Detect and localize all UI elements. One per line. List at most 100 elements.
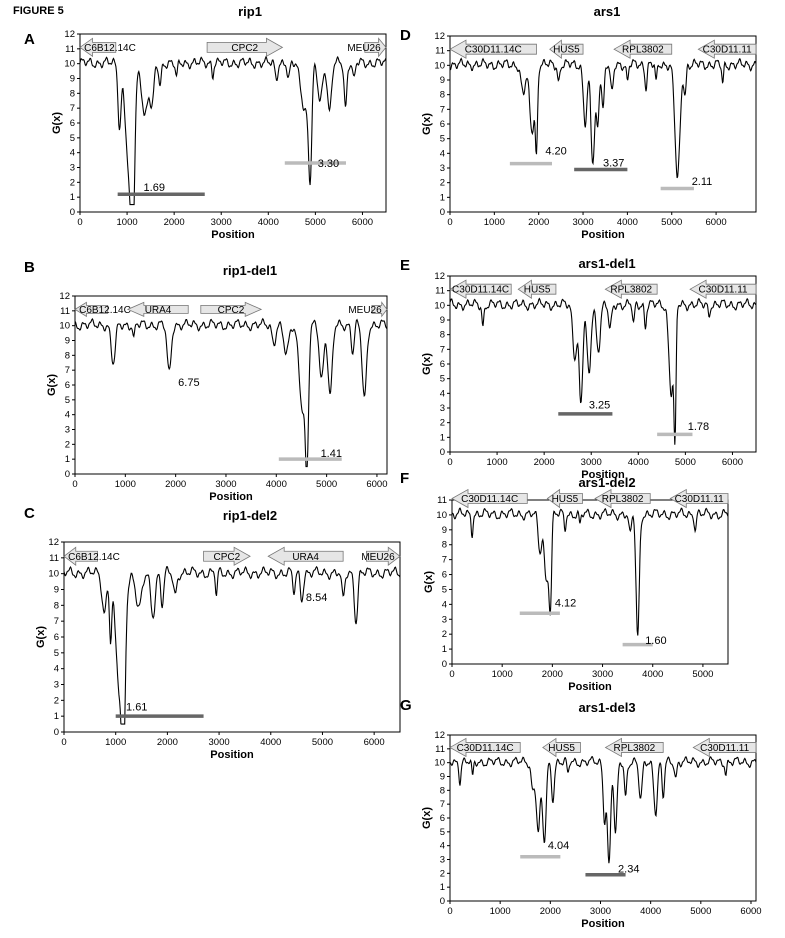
y-tick-label: 7 — [442, 555, 447, 566]
x-tick-label: 5000 — [305, 217, 326, 228]
x-tick-label: 2000 — [164, 217, 185, 228]
x-tick-label: 4000 — [266, 479, 287, 490]
x-axis-label: Position — [581, 918, 625, 930]
y-tick-label: 11 — [435, 286, 445, 297]
y-tick-label: 10 — [436, 510, 447, 521]
x-tick-label: 4000 — [617, 217, 638, 228]
figure-label: FIGURE 5 — [13, 5, 64, 17]
gene-arrow — [549, 39, 584, 60]
x-tick-label: 1000 — [115, 479, 136, 490]
panel-letter: A — [24, 31, 35, 48]
y-tick-label: 1 — [440, 882, 445, 893]
y-tick-label: 4 — [442, 599, 447, 610]
y-tick-label: 6 — [70, 118, 75, 129]
y-tick-label: 2 — [65, 439, 70, 450]
gx-signal-line — [63, 565, 401, 725]
minimum-value-label: 3.30 — [318, 158, 339, 170]
x-tick-label: 0 — [77, 217, 82, 228]
y-tick-label: 2 — [440, 178, 445, 189]
x-tick-label: 6000 — [366, 479, 387, 490]
gene-label: HUS5 — [524, 285, 551, 296]
minimum-value-label: 3.37 — [603, 158, 624, 170]
y-tick-label: 3 — [65, 425, 70, 436]
minimum-value-label: 8.54 — [306, 592, 327, 604]
x-axis-label: Position — [210, 749, 254, 761]
y-tick-label: 9 — [70, 74, 75, 85]
gene-label: HUS5 — [553, 45, 580, 56]
gene-arrow — [613, 39, 673, 59]
y-tick-label: 5 — [65, 395, 70, 406]
y-axis-label: G(x) — [421, 353, 433, 375]
x-axis-label: Position — [568, 681, 612, 693]
y-tick-label: 2 — [70, 177, 75, 188]
y-tick-label: 3 — [440, 403, 445, 414]
y-tick-label: 11 — [60, 306, 70, 317]
chart-title: ars1-del2 — [578, 475, 635, 490]
x-tick-label: 5000 — [316, 479, 337, 490]
y-tick-label: 5 — [70, 133, 75, 144]
gene-arrow — [449, 39, 537, 59]
x-axis-label: Position — [581, 469, 625, 481]
y-tick-label: 4 — [440, 841, 445, 852]
y-tick-label: 12 — [64, 29, 75, 40]
x-tick-label: 2000 — [157, 737, 178, 748]
x-tick-label: 6000 — [706, 217, 727, 228]
y-tick-label: 3 — [70, 163, 75, 174]
x-tick-label: 3000 — [590, 906, 611, 917]
y-tick-label: 12 — [59, 291, 70, 302]
gene-arrow — [546, 488, 583, 509]
x-tick-label: 3000 — [211, 217, 232, 228]
x-tick-label: 3000 — [592, 669, 613, 680]
minimum-value-label: 6.75 — [178, 377, 199, 389]
gene-arrow — [267, 546, 344, 566]
y-tick-label: 0 — [54, 727, 59, 738]
gene-label: C30D11.11 — [703, 45, 753, 56]
gene-label: RPL3802 — [614, 743, 656, 754]
y-axis-label: G(x) — [423, 571, 435, 593]
y-tick-label: 2 — [54, 695, 59, 706]
minimum-value-label: 1.60 — [645, 635, 666, 647]
chart-title: rip1 — [238, 4, 262, 19]
gene-label: C30D11.11 — [700, 743, 750, 754]
gene-label: CPC2 — [231, 43, 258, 54]
x-tick-label: 1000 — [484, 217, 505, 228]
chart-title: ars1 — [594, 4, 621, 19]
x-tick-label: 0 — [447, 457, 452, 468]
minimum-value-label: 4.04 — [548, 840, 569, 852]
minimum-value-label: 1.69 — [144, 182, 165, 194]
x-tick-label: 0 — [72, 479, 77, 490]
y-tick-label: 10 — [64, 59, 75, 70]
gene-arrow — [692, 737, 757, 758]
x-tick-label: 6000 — [364, 737, 385, 748]
y-tick-label: 1 — [70, 192, 75, 203]
y-tick-label: 11 — [437, 495, 447, 506]
y-tick-label: 12 — [434, 730, 445, 741]
y-tick-label: 1 — [440, 432, 445, 443]
y-tick-label: 6 — [65, 380, 70, 391]
y-tick-label: 10 — [434, 758, 445, 769]
y-tick-label: 5 — [440, 827, 445, 838]
y-tick-label: 11 — [65, 44, 75, 55]
x-tick-label: 3000 — [209, 737, 230, 748]
x-tick-label: 0 — [447, 906, 452, 917]
y-tick-label: 1 — [54, 711, 59, 722]
gene-label: RPL3802 — [602, 494, 644, 505]
x-axis-label: Position — [209, 491, 253, 503]
gx-signal-line — [449, 297, 757, 445]
gene-arrow — [604, 737, 664, 758]
y-axis-label: G(x) — [46, 374, 58, 396]
gene-label: MEU26 — [347, 43, 381, 54]
x-tick-label: 0 — [447, 217, 452, 228]
gene-label: C30D11.14C — [457, 743, 514, 754]
minimum-value-label: 4.20 — [545, 145, 566, 157]
plot-frame — [451, 499, 729, 665]
y-tick-label: 9 — [442, 525, 447, 536]
y-tick-label: 7 — [65, 365, 70, 376]
y-tick-label: 4 — [65, 410, 70, 421]
gene-label: C6B12.14C — [84, 43, 136, 54]
y-tick-label: 9 — [54, 585, 59, 596]
y-axis-label: G(x) — [421, 807, 433, 829]
